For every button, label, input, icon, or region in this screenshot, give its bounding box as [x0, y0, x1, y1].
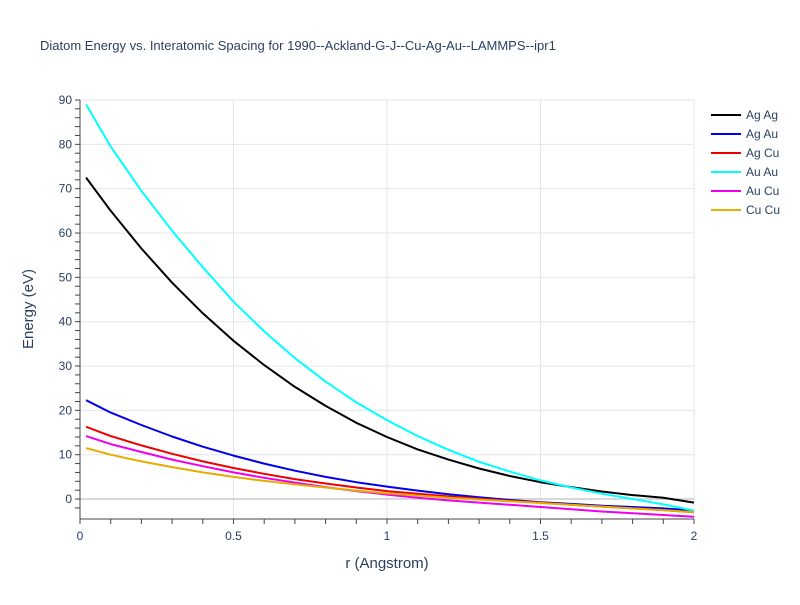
y-tick-label: 40	[59, 315, 73, 329]
series-line-au-cu[interactable]	[85, 435, 695, 518]
x-tick-label: 0	[77, 529, 84, 543]
legend-item-ag-ag[interactable]: Ag Ag	[711, 108, 778, 122]
legend-item-cu-cu[interactable]: Cu Cu	[711, 203, 780, 217]
x-tick-label: 0.5	[225, 529, 242, 543]
series-line-au-au[interactable]	[85, 103, 695, 512]
chart-title: Diatom Energy vs. Interatomic Spacing fo…	[40, 38, 556, 53]
y-axis-title: Energy (eV)	[20, 269, 37, 349]
legend-label: Au Cu	[746, 184, 779, 198]
series-line-cu-cu[interactable]	[85, 447, 695, 514]
y-tick-label: 70	[59, 182, 73, 196]
legend[interactable]: Ag Ag Ag Au Ag Cu Au Au Au Cu Cu Cu	[711, 108, 780, 217]
legend-item-ag-au[interactable]: Ag Au	[711, 127, 778, 141]
grid-lines	[80, 99, 695, 519]
y-tick-label: 10	[59, 448, 73, 462]
legend-item-ag-cu[interactable]: Ag Cu	[711, 146, 779, 160]
y-tick-label: 60	[59, 226, 73, 240]
y-tick-label: 20	[59, 403, 73, 417]
plot-area[interactable]	[85, 103, 695, 518]
legend-label: Ag Cu	[746, 146, 779, 160]
series-line-ag-ag[interactable]	[85, 177, 695, 504]
x-axis-title: r (Angstrom)	[345, 555, 428, 572]
legend-label: Ag Au	[746, 127, 778, 141]
y-tick-label: 0	[65, 492, 72, 506]
legend-label: Au Au	[746, 165, 778, 179]
x-tick-label: 2	[691, 529, 698, 543]
y-tick-label: 50	[59, 270, 73, 284]
x-tick-label: 1.5	[532, 529, 549, 543]
legend-label: Ag Ag	[746, 108, 778, 122]
legend-label: Cu Cu	[746, 203, 780, 217]
y-tick-label: 30	[59, 359, 73, 373]
legend-item-au-cu[interactable]: Au Cu	[711, 184, 779, 198]
y-tick-label: 90	[59, 93, 73, 107]
x-tick-label: 1	[384, 529, 391, 543]
legend-item-au-au[interactable]: Au Au	[711, 165, 778, 179]
y-tick-label: 80	[59, 137, 73, 151]
